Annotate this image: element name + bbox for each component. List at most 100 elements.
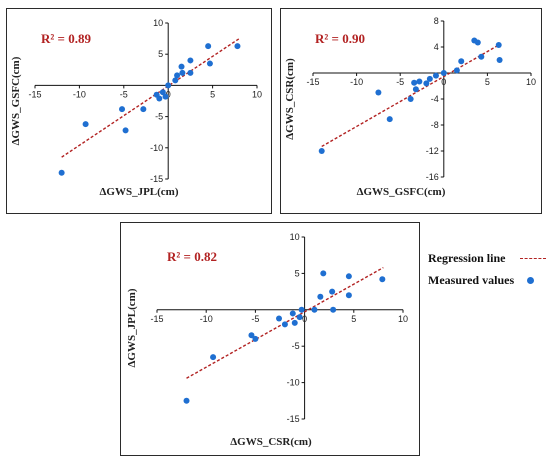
x-tick-label-gsfc-csr: 0 (441, 77, 446, 87)
data-point-gsfc-csr (440, 70, 447, 76)
x-tick-label-csr-jpl: -10 (200, 314, 213, 324)
y-tick-label-csr-jpl: 5 (295, 268, 300, 278)
data-point-jpl-gsfc (122, 127, 129, 134)
data-point-jpl-gsfc (156, 95, 163, 102)
data-point-jpl-gsfc (205, 43, 212, 50)
data-point-jpl-gsfc (187, 57, 194, 64)
chart-panel-jpl-gsfc: -15 -10 -5 0 5 10 -15 -10 -5 5 10 R² = 0.89 ΔGWS_JPL… (6, 8, 272, 214)
regression-line-jpl-gsfc (61, 38, 240, 158)
data-point-gsfc-csr (386, 116, 393, 123)
y-tick-label-gsfc-csr: -12 (426, 146, 439, 156)
x-tick-label-gsfc-csr: -10 (350, 77, 363, 87)
r2-label-jpl-gsfc: R² = 0.89 (41, 31, 91, 46)
data-point-jpl-gsfc (159, 89, 166, 96)
data-point-csr-jpl (320, 270, 327, 277)
x-tick-label-gsfc-csr: 10 (526, 77, 536, 87)
x-tick-label-jpl-gsfc: 5 (210, 89, 215, 99)
data-point-gsfc-csr (478, 53, 485, 60)
y-tick-label-jpl-gsfc: -5 (155, 112, 163, 122)
x-tick-label-gsfc-csr: 5 (485, 77, 490, 87)
data-point-csr-jpl (210, 354, 217, 361)
y-tick-label-jpl-gsfc: -10 (150, 143, 163, 153)
data-point-csr-jpl (379, 276, 386, 283)
data-point-jpl-gsfc (179, 69, 186, 76)
data-point-jpl-gsfc (178, 63, 185, 70)
y-tick-label-jpl-gsfc: 5 (158, 49, 163, 59)
legend-swatch-regression (520, 258, 546, 259)
data-point-csr-jpl (248, 332, 255, 339)
y-tick-label-gsfc-csr: 4 (434, 42, 439, 52)
data-point-jpl-gsfc (206, 60, 213, 67)
data-point-gsfc-csr (416, 78, 423, 85)
data-point-gsfc-csr (411, 79, 418, 86)
x-tick-label-jpl-gsfc: -15 (28, 89, 41, 99)
y-tick-label-csr-jpl: 10 (290, 232, 300, 242)
data-point-gsfc-csr (474, 39, 481, 46)
data-point-gsfc-csr (432, 72, 439, 79)
data-point-jpl-gsfc (58, 169, 65, 176)
x-axis-label-csr-jpl: ΔGWS_CSR(cm) (230, 436, 312, 448)
data-point-gsfc-csr (426, 75, 433, 82)
x-tick-label-csr-jpl: 0 (302, 314, 307, 324)
x-tick-label-gsfc-csr: -5 (396, 77, 404, 87)
y-tick-label-csr-jpl: -5 (292, 341, 300, 351)
data-point-gsfc-csr (318, 148, 325, 154)
data-point-csr-jpl (289, 310, 296, 317)
data-point-jpl-gsfc (187, 69, 194, 76)
data-point-csr-jpl (281, 321, 288, 328)
data-point-csr-jpl (345, 273, 352, 280)
data-point-csr-jpl (345, 292, 352, 299)
chart-panel-csr-jpl: -15 -10 -5 0 5 10 -15 -10 -5 5 10 R² = 0.82 ΔGWS_CSR… (120, 222, 420, 456)
data-point-jpl-gsfc (165, 82, 172, 89)
legend-swatch-measured (527, 277, 534, 284)
y-tick-label-gsfc-csr: -4 (431, 94, 439, 104)
x-axis-label-jpl-gsfc: ΔGWS_JPL(cm) (100, 186, 179, 198)
r2-label-gsfc-csr: R² = 0.90 (315, 31, 365, 46)
data-point-gsfc-csr (407, 96, 414, 102)
r2-label-csr-jpl: R² = 0.82 (167, 249, 217, 264)
regression-line-gsfc-csr (321, 44, 500, 148)
data-point-csr-jpl (329, 288, 336, 295)
data-point-jpl-gsfc (119, 106, 126, 113)
data-point-gsfc-csr (453, 67, 460, 74)
data-point-jpl-gsfc (140, 106, 147, 113)
data-point-gsfc-csr (423, 80, 430, 87)
x-tick-label-gsfc-csr: -15 (306, 77, 319, 87)
y-tick-label-jpl-gsfc: 10 (153, 18, 163, 28)
y-axis-label-csr-jpl: ΔGWS_JPL(cm) (126, 288, 138, 367)
data-point-gsfc-csr (458, 58, 465, 65)
legend-item-regression: Regression line (428, 248, 548, 270)
x-axis-label-gsfc-csr: ΔGWS_GSFC(cm) (357, 186, 446, 198)
y-tick-label-jpl-gsfc: -15 (150, 174, 163, 184)
data-point-csr-jpl (317, 293, 324, 300)
y-axis-label-jpl-gsfc: ΔGWS_GSFC(cm) (10, 56, 22, 145)
data-point-csr-jpl (330, 306, 337, 313)
data-point-gsfc-csr (412, 86, 419, 93)
data-point-csr-jpl (296, 314, 303, 321)
data-point-csr-jpl (276, 315, 283, 322)
data-point-jpl-gsfc (234, 43, 241, 50)
data-point-jpl-gsfc (82, 121, 89, 128)
data-point-gsfc-csr (495, 42, 502, 49)
data-point-jpl-gsfc (174, 72, 181, 79)
data-point-gsfc-csr (496, 57, 503, 63)
chart-panel-gsfc-csr: -15 -10 -5 0 5 10 -16 -12 -8 -4 4 8 R² = 0.90 ΔGWS_GS… (280, 8, 542, 214)
chart-svg-csr-jpl: -15 -10 -5 0 5 10 -15 -10 -5 5 10 R² = 0.82 ΔGWS_CSR… (126, 232, 408, 448)
x-tick-label-csr-jpl: -5 (251, 314, 259, 324)
x-tick-label-jpl-gsfc: -5 (120, 89, 128, 99)
y-tick-label-gsfc-csr: -8 (431, 120, 439, 130)
y-tick-label-gsfc-csr: -16 (426, 172, 439, 182)
legend-label-regression: Regression line (428, 251, 506, 265)
data-point-jpl-gsfc (172, 77, 179, 84)
x-tick-label-csr-jpl: -15 (150, 314, 163, 324)
data-point-csr-jpl (311, 306, 318, 313)
legend-item-measured: Measured values (428, 270, 548, 292)
legend: Regression line Measured values (428, 248, 548, 292)
data-point-csr-jpl (252, 335, 259, 342)
data-point-csr-jpl (183, 397, 190, 404)
y-tick-label-csr-jpl: -10 (287, 378, 300, 388)
x-tick-label-jpl-gsfc: -10 (73, 89, 86, 99)
y-tick-label-gsfc-csr: 8 (434, 16, 439, 26)
x-tick-label-csr-jpl: 5 (351, 314, 356, 324)
x-tick-label-jpl-gsfc: 10 (252, 89, 262, 99)
